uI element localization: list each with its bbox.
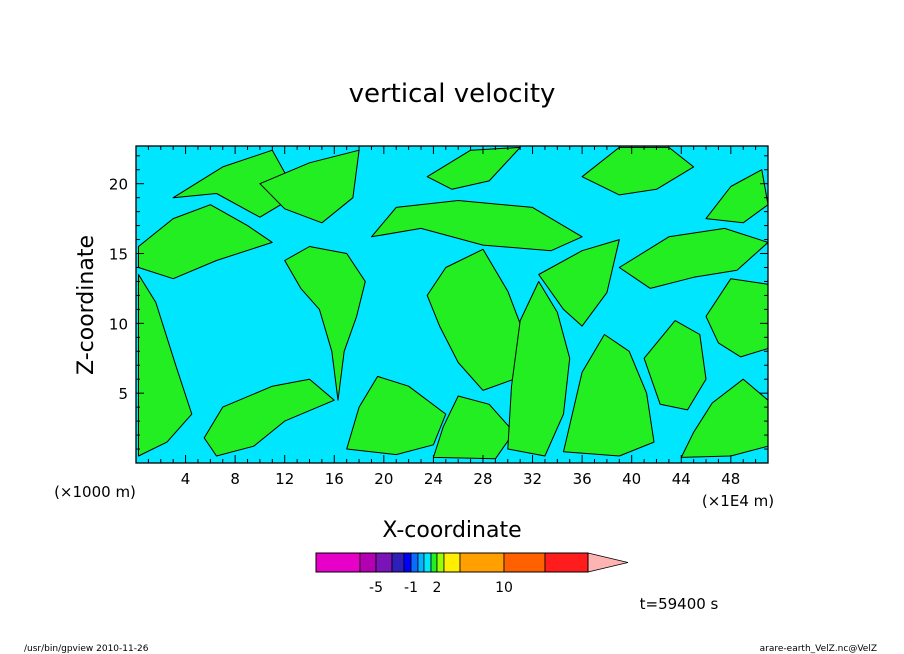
colorbar-label: 10 <box>495 580 513 596</box>
colorbar-label: -5 <box>369 580 383 596</box>
field-region-3 <box>138 204 273 280</box>
field-region-6 <box>259 149 360 224</box>
colorbar: -5 -1 2 10 <box>315 552 629 596</box>
y-axis-label: Z-coordinate <box>74 235 99 375</box>
x-tick-label: 32 <box>523 470 542 488</box>
y-axis: 5 10 15 20 <box>109 155 768 450</box>
footer-left: /usr/bin/gpview 2010-11-26 <box>24 644 149 654</box>
y-tick-label: 10 <box>109 315 128 333</box>
x-axis: 4 8 12 16 20 24 28 32 36 40 44 48 <box>147 146 757 488</box>
field-region-9 <box>426 146 521 190</box>
colorbar-swatch <box>544 552 589 573</box>
field-region-15 <box>618 227 768 289</box>
x-tick-label: 44 <box>672 470 691 488</box>
x-tick-label: 8 <box>230 470 240 488</box>
field-region-5 <box>284 246 366 401</box>
colorbar-swatches <box>315 552 629 573</box>
colorbar-frame <box>315 552 589 573</box>
x-tick-label: 36 <box>573 470 592 488</box>
field-region-13 <box>538 239 620 327</box>
colorbar-label: 2 <box>433 580 442 596</box>
colorbar-arrow <box>587 552 629 573</box>
x-tick-label: 28 <box>473 470 492 488</box>
colorbar-swatch <box>359 552 377 573</box>
field-region-14 <box>563 334 655 457</box>
x-tick-label: 20 <box>374 470 393 488</box>
y-tick-label: 15 <box>109 246 128 264</box>
field-regions <box>138 146 768 460</box>
x-tick-label: 24 <box>424 470 443 488</box>
x-tick-label: 40 <box>622 470 641 488</box>
field-region-18 <box>705 278 768 358</box>
field-region-1 <box>138 274 193 457</box>
x-tick-label: 4 <box>181 470 191 488</box>
x-unit-right: (×1E4 m) <box>702 492 774 510</box>
colorbar-swatch <box>410 552 419 573</box>
x-tick-label: 16 <box>325 470 344 488</box>
y-tick-label: 5 <box>118 385 128 403</box>
field-region-12 <box>507 281 571 457</box>
colorbar-swatch <box>503 552 546 573</box>
footer-right: arare-earth_VelZ.nc@VelZ <box>760 644 877 654</box>
colorbar-swatch <box>430 552 438 573</box>
colorbar-labels: -5 -1 2 10 <box>369 580 513 596</box>
colorbar-swatch <box>403 552 412 573</box>
field-region-16 <box>643 320 707 411</box>
time-label: t=59400 s <box>640 595 719 613</box>
colorbar-swatch <box>391 552 405 573</box>
colorbar-swatch <box>436 552 445 573</box>
y-tick-label: 20 <box>109 176 128 194</box>
chart-title: vertical velocity <box>349 79 556 109</box>
colorbar-swatch <box>423 552 432 573</box>
field-region-8 <box>371 200 583 252</box>
colorbar-swatch <box>315 552 361 573</box>
x-unit-left: (×1000 m) <box>54 483 136 501</box>
field-region-7 <box>346 375 447 456</box>
colorbar-swatch <box>417 552 425 573</box>
field-region-11 <box>432 395 515 460</box>
field-region-20 <box>705 169 768 224</box>
x-axis-label: X-coordinate <box>382 518 521 543</box>
field-region-17 <box>680 378 768 458</box>
plot-frame <box>135 145 769 464</box>
colorbar-swatch <box>375 552 393 573</box>
x-tick-label: 12 <box>275 470 294 488</box>
colorbar-swatch <box>443 552 461 573</box>
colorbar-label: -1 <box>404 580 418 596</box>
colorbar-swatch <box>459 552 505 573</box>
x-tick-label: 48 <box>721 470 740 488</box>
field-region-2 <box>203 378 335 457</box>
